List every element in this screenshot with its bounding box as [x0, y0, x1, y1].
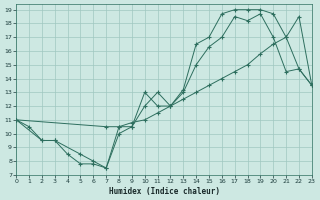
- X-axis label: Humidex (Indice chaleur): Humidex (Indice chaleur): [108, 187, 220, 196]
